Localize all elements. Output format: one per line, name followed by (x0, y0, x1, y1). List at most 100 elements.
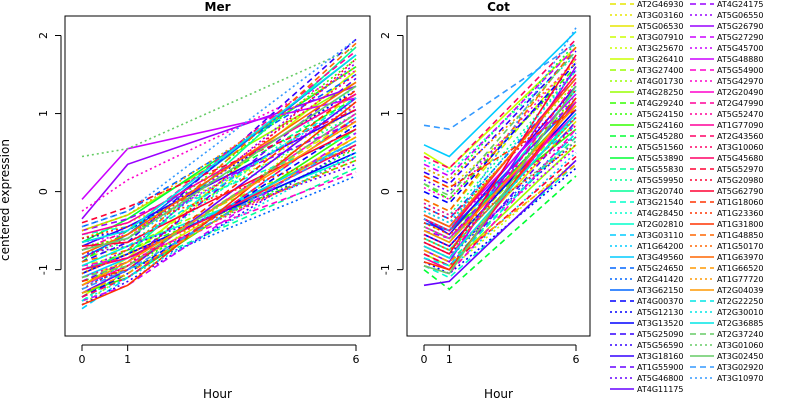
series-line-at4g29240 (423, 66, 577, 201)
legend-item-at1g66520: AT1G66520 (690, 264, 763, 273)
legend-item-at3g49560: AT3G49560 (610, 253, 683, 262)
series-line-at3g10970 (81, 38, 357, 228)
legend-item-at1g48850: AT1G48850 (690, 231, 763, 240)
legend-item-at4g00370: AT4G00370 (610, 297, 683, 306)
y-tick-label: 1 (37, 110, 50, 117)
series-line-at4g11175 (423, 159, 577, 287)
legend-label: AT2G02810 (637, 220, 683, 229)
legend-item-at5g59950: AT5G59950 (610, 176, 683, 185)
legend-item-at3g02450: AT3G02450 (690, 352, 763, 361)
series-line-at1g48850 (81, 42, 357, 263)
legend-label: AT5G24150 (637, 110, 683, 119)
legend-item-at5g06530: AT5G06530 (610, 22, 683, 31)
series-line-at4g29240 (81, 159, 357, 275)
legend-label: AT3G21540 (637, 198, 683, 207)
legend-label: AT5G42970 (717, 77, 763, 86)
series-line-at5g45680 (423, 73, 577, 232)
series-line-at4g00370 (81, 124, 357, 298)
legend-label: AT2G36885 (717, 319, 763, 328)
series-line-at3g26410 (423, 46, 577, 170)
series-line-at1g77720 (81, 66, 357, 232)
legend-item-at5g52470: AT5G52470 (690, 110, 763, 119)
x-tick-label: 1 (446, 353, 453, 366)
legend-label: AT5G52470 (717, 110, 763, 119)
series-line-at3g21540 (423, 163, 577, 279)
legend-label: AT2G47990 (717, 99, 763, 108)
x-axis: 0 1 6 (421, 344, 580, 366)
legend-label: AT5G54900 (717, 66, 763, 75)
legend-label: AT5G45700 (717, 44, 763, 53)
series-line-at1g31800 (423, 97, 577, 271)
legend-label: AT2G22250 (717, 297, 763, 306)
legend-label: AT5G46800 (637, 374, 683, 383)
legend-item-at2g41420: AT2G41420 (610, 275, 683, 284)
y-tick-label: -1 (379, 264, 392, 275)
legend-item-at5g45680: AT5G45680 (690, 154, 763, 163)
legend-label: AT2G41420 (637, 275, 683, 284)
x-tick-label: 0 (421, 353, 428, 366)
legend-label: AT5G06550 (717, 11, 763, 20)
series-line-at2g47990 (423, 81, 577, 260)
legend-label: AT1G63970 (717, 253, 763, 262)
legend-item-at5g24150: AT5G24150 (610, 110, 683, 119)
legend-item-at5g12130: AT5G12130 (610, 308, 683, 317)
legend-label: AT3G13520 (637, 319, 683, 328)
legend-item-at3g07910: AT3G07910 (610, 33, 683, 42)
series-line-at5g45280 (423, 175, 577, 291)
legend-label: AT3G03110 (637, 231, 683, 240)
legend-label: AT2G20490 (717, 88, 763, 97)
panel-title-cot: Cot (487, 0, 510, 14)
series-line-at1g55900 (81, 77, 357, 283)
legend-item-at3g27400: AT3G27400 (610, 66, 683, 75)
legend-label: AT4G00370 (637, 297, 683, 306)
series-line-at1g48850 (423, 46, 577, 213)
legend-label: AT3G27400 (637, 66, 683, 75)
legend-label: AT3G01060 (717, 341, 763, 350)
legend-label: AT2G46930 (637, 0, 683, 9)
series-line-at2g41420 (81, 175, 357, 287)
legend-item-at1g50170: AT1G50170 (690, 242, 763, 251)
legend-item-at1g55900: AT1G55900 (610, 363, 683, 372)
legend-label: AT5G24160 (637, 121, 683, 130)
series-line-at5g59950 (423, 70, 577, 216)
legend-item-at5g56590: AT5G56590 (610, 341, 683, 350)
legend-item-at5g45700: AT5G45700 (690, 44, 763, 53)
y-tick-label: 2 (37, 32, 50, 39)
series-line-at5g51560 (81, 147, 357, 283)
series-line-at5g62790 (81, 128, 357, 247)
legend-item-at3g18160: AT3G18160 (610, 352, 683, 361)
legend-item-at2g46930: AT2G46930 (610, 0, 683, 9)
series-line-at1g50170 (81, 159, 357, 275)
legend-item-at4g28250: AT4G28250 (610, 88, 683, 97)
series-line-at4g11175 (81, 97, 357, 294)
legend-label: AT3G03160 (637, 11, 683, 20)
legend-label: AT5G55830 (637, 165, 683, 174)
legend-label: AT5G45280 (637, 132, 683, 141)
legend-item-at5g25090: AT5G25090 (610, 330, 683, 339)
legend-item-at5g54900: AT5G54900 (690, 66, 763, 75)
legend-label: AT1G77720 (717, 275, 763, 284)
legend-label: AT3G20740 (637, 187, 683, 196)
series-line-at2g36885 (81, 54, 357, 244)
legend-label: AT4G11175 (637, 385, 683, 394)
series-line-at4g24175 (423, 97, 577, 240)
legend-item-at3g01060: AT3G01060 (690, 341, 763, 350)
legend-item-at5g26790: AT5G26790 (690, 22, 763, 31)
x-axis-title: Hour (484, 387, 513, 400)
legend-label: AT2G04039 (717, 286, 763, 295)
series-line-at5g42970 (81, 69, 357, 212)
legend-label: AT1G48850 (717, 231, 763, 240)
legend-label: AT5G56590 (637, 341, 683, 350)
legend-label: AT4G01730 (637, 77, 683, 86)
series-line-at3g25670 (81, 124, 357, 240)
series-line-at3g02450 (81, 85, 357, 251)
series-line-at5g54900 (423, 128, 577, 275)
legend-item-at2g37240: AT2G37240 (690, 330, 763, 339)
series-line-at5g56590 (81, 144, 357, 306)
legend-label: AT5G53890 (637, 154, 683, 163)
series-line-at2g36885 (423, 113, 577, 259)
series-line-at1g63970 (81, 81, 357, 255)
legend-item-at5g46800: AT5G46800 (610, 374, 683, 383)
panel-mer: Mer 0 1 6 Hour -1 0 1 2 (37, 0, 371, 400)
series-line-at3g49560 (423, 31, 577, 158)
